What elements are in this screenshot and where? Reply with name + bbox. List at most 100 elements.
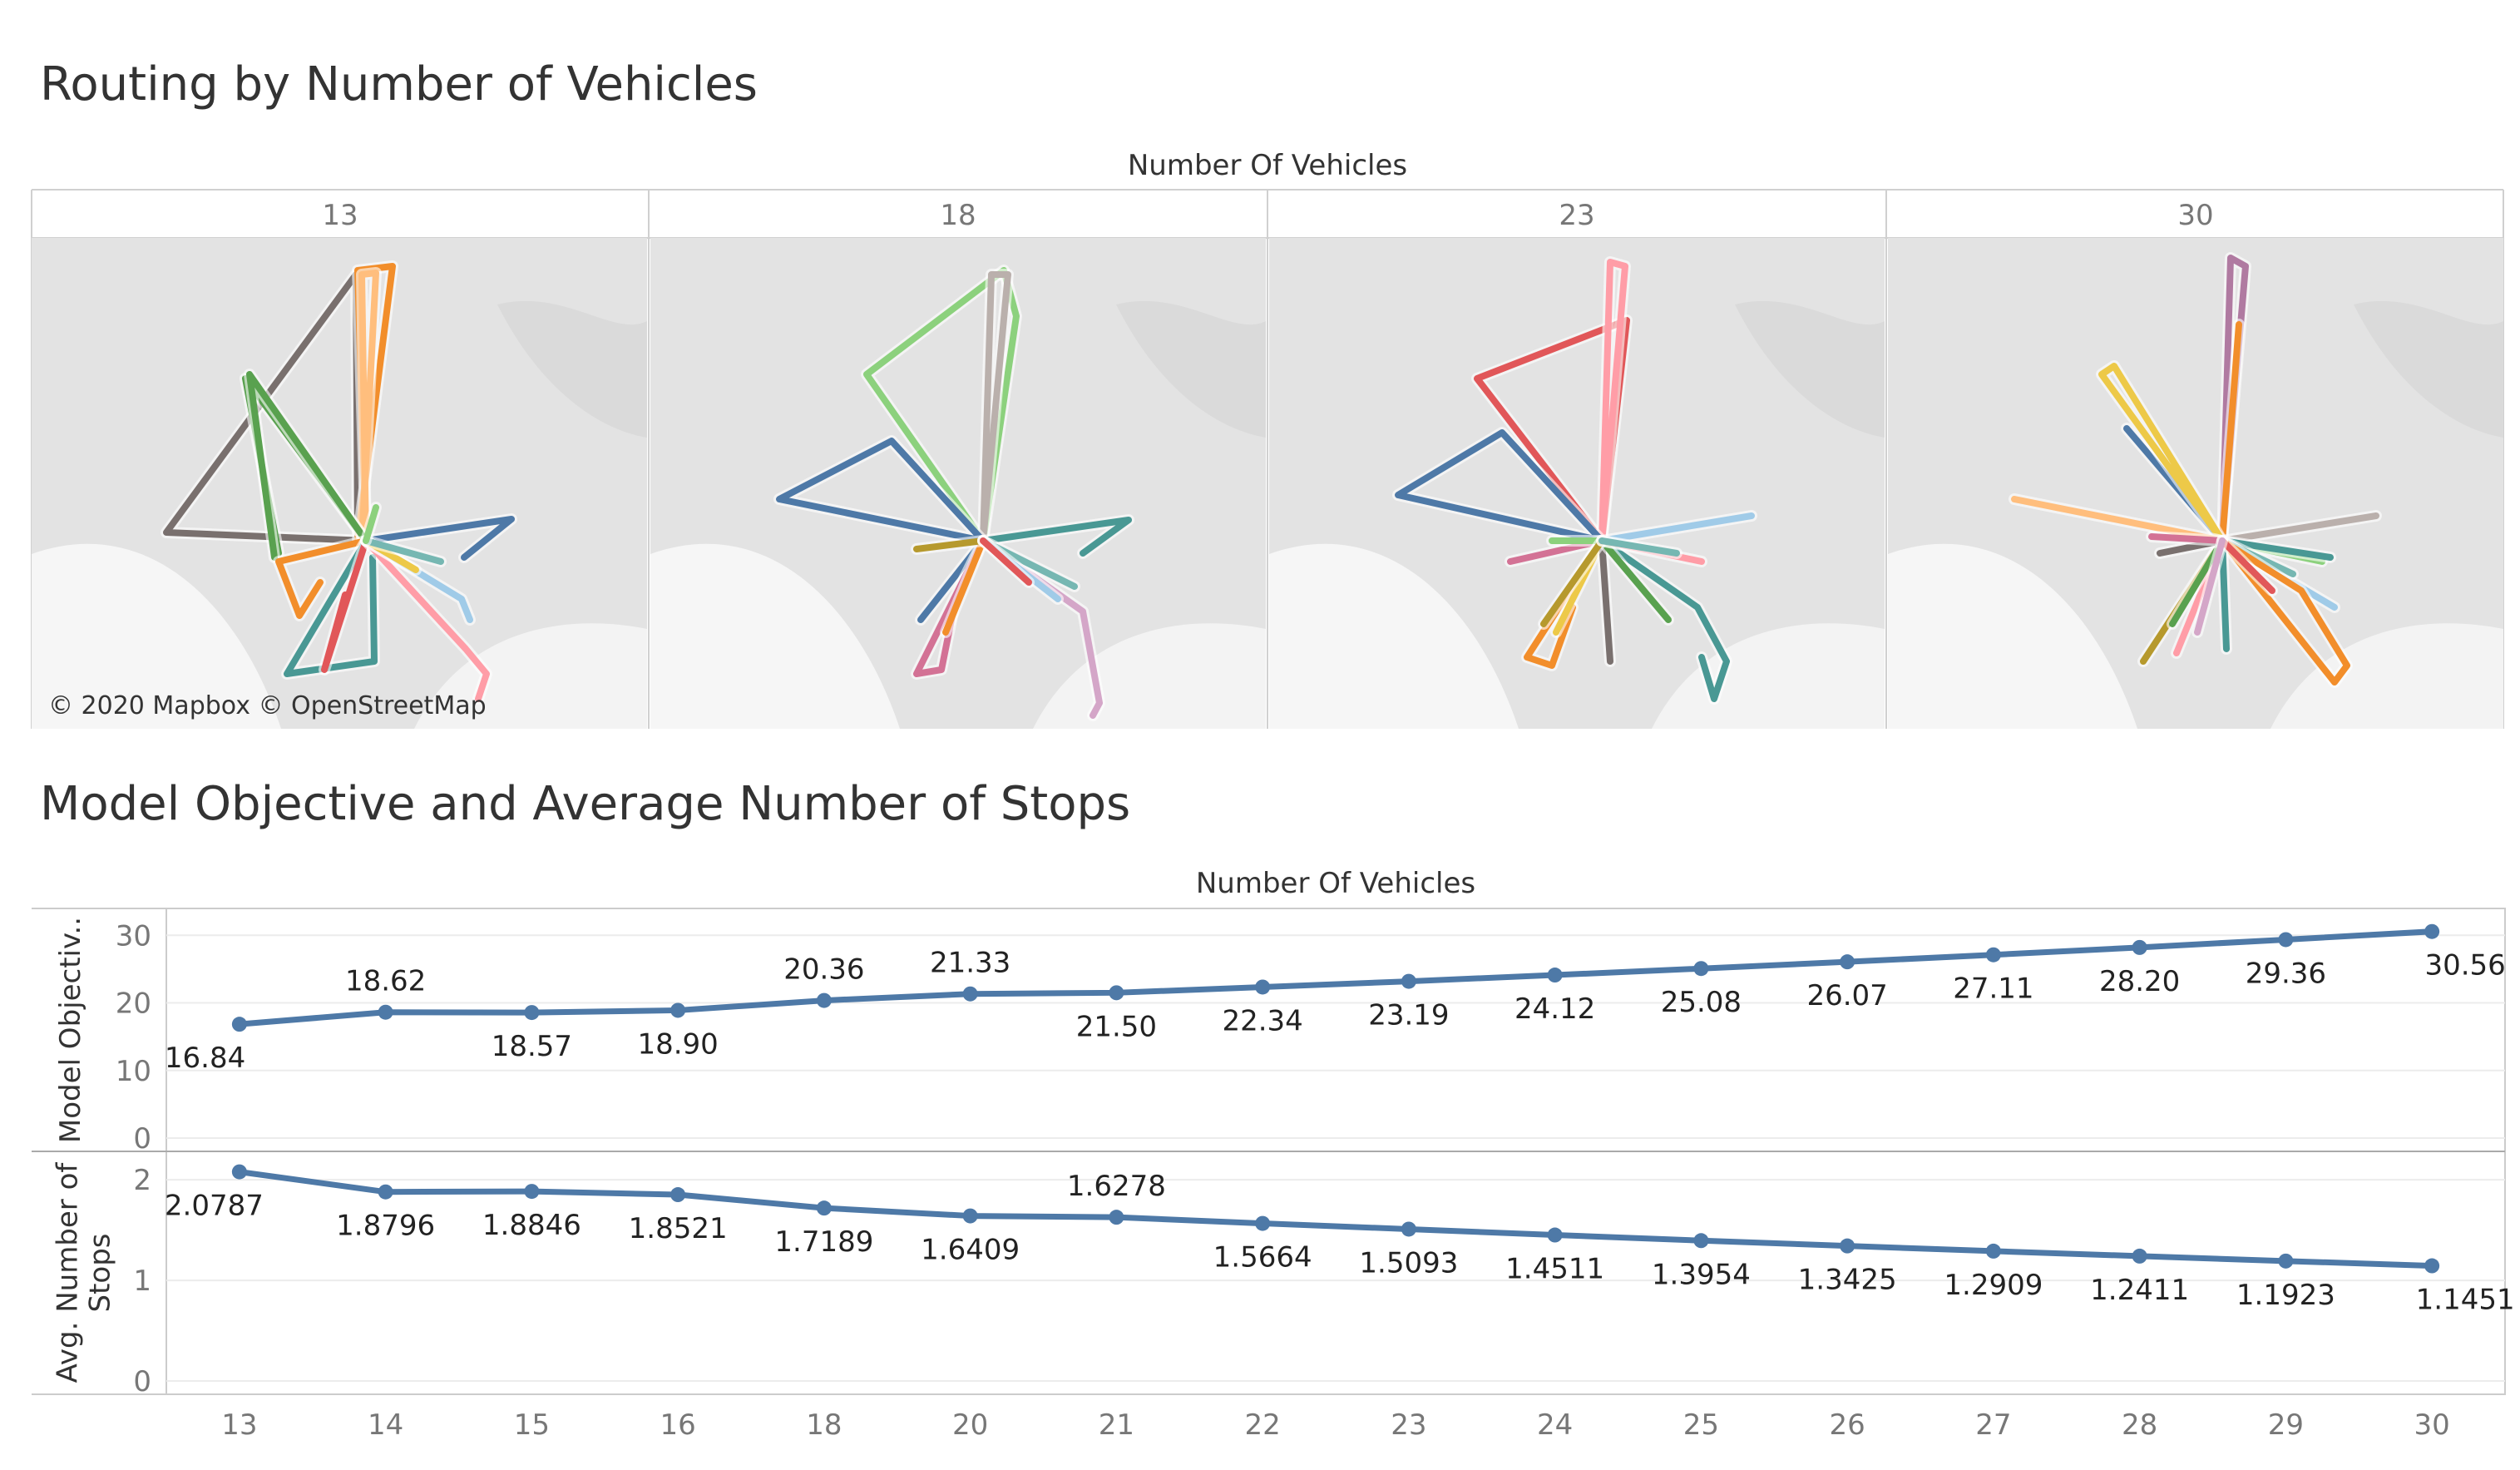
data-point[interactable] <box>816 992 832 1008</box>
data-point[interactable] <box>2424 1258 2440 1274</box>
data-point[interactable] <box>378 1184 393 1200</box>
data-point[interactable] <box>524 1184 540 1200</box>
vehicle-route <box>980 537 1032 586</box>
data-label: 28.20 <box>2099 965 2180 998</box>
objective-chart: Number Of Vehicles Model Objectiv.. Avg.… <box>32 867 2515 1442</box>
map-header: Number Of Vehicles <box>1128 149 1407 182</box>
vehicle-route <box>363 516 515 561</box>
data-point[interactable] <box>816 1200 832 1216</box>
data-label: 23.19 <box>1368 999 1449 1032</box>
data-label: 1.6278 <box>1067 1170 1166 1203</box>
data-point[interactable] <box>1255 979 1271 995</box>
data-label: 1.1451 <box>2416 1284 2515 1317</box>
data-label: 1.5093 <box>1359 1246 1458 1279</box>
y-axis-label-objective: Model Objectiv.. <box>54 917 87 1143</box>
vehicle-route <box>980 517 1132 557</box>
data-point[interactable] <box>378 1004 393 1020</box>
x-tick-label: 21 <box>1099 1408 1134 1442</box>
vehicle-route <box>1507 537 1605 565</box>
vehicle-route <box>358 270 379 544</box>
data-label: 24.12 <box>1514 992 1595 1026</box>
data-point[interactable] <box>2278 932 2294 948</box>
data-label: 1.3954 <box>1652 1258 1751 1291</box>
data-point[interactable] <box>1255 1215 1271 1231</box>
vehicle-route <box>275 537 369 619</box>
x-tick-label: 14 <box>368 1408 403 1442</box>
water-shape <box>1033 623 1266 729</box>
data-label: 1.6409 <box>921 1234 1020 1267</box>
data-label: 18.57 <box>492 1030 572 1063</box>
y-axis-label-stops-line1: Avg. Number of <box>52 1162 85 1383</box>
vehicle-route <box>1395 429 1605 544</box>
data-point[interactable] <box>231 1164 247 1180</box>
land-shade <box>1116 300 1266 438</box>
data-label: 27.11 <box>1953 973 2033 1006</box>
data-label: 1.2909 <box>1944 1269 2043 1302</box>
x-tick-label: 27 <box>1975 1408 2011 1442</box>
data-point[interactable] <box>1109 985 1124 1001</box>
x-tick-label: 29 <box>2268 1408 2304 1442</box>
water-shape <box>32 543 281 729</box>
data-point[interactable] <box>1109 1210 1124 1225</box>
data-point[interactable] <box>2278 1253 2294 1269</box>
routing-title: Routing by Number of Vehicles <box>40 57 758 111</box>
data-label: 1.2411 <box>2090 1274 2189 1307</box>
vehicle-route <box>2219 537 2230 652</box>
data-point[interactable] <box>1985 947 2001 963</box>
data-point[interactable] <box>1547 1227 1563 1243</box>
vehicle-route <box>2219 321 2242 544</box>
vehicle-route <box>1598 537 1680 557</box>
x-tick-label: 30 <box>2414 1408 2449 1442</box>
data-label: 1.4511 <box>1505 1253 1604 1286</box>
data-point[interactable] <box>670 1187 686 1203</box>
series-line <box>236 1169 2435 1270</box>
data-label: 21.33 <box>930 947 1010 980</box>
data-label: 1.8796 <box>336 1210 435 1243</box>
x-tick-label: 18 <box>806 1408 842 1442</box>
vehicle-route <box>1598 259 1628 544</box>
data-label: 18.90 <box>637 1027 718 1061</box>
data-point[interactable] <box>962 1208 978 1224</box>
data-label: 20.36 <box>783 953 864 987</box>
vehicle-route <box>2098 363 2226 544</box>
data-point[interactable] <box>2424 923 2440 939</box>
data-point[interactable] <box>1985 1243 2001 1259</box>
water-shape <box>1269 543 1519 729</box>
svg-text:Avg. Number ofStops: Avg. Number ofStops <box>52 1162 117 1383</box>
x-tick-label: 23 <box>1391 1408 1426 1442</box>
data-point[interactable] <box>1401 973 1416 989</box>
map-column-label-23: 23 <box>1559 199 1594 232</box>
vehicle-route <box>321 537 369 673</box>
data-label: 1.5664 <box>1213 1241 1312 1274</box>
data-point[interactable] <box>1547 968 1563 983</box>
vehicle-route <box>1598 512 1755 544</box>
map-column-label-13: 13 <box>322 199 358 232</box>
x-tick-label: 22 <box>1244 1408 1280 1442</box>
data-point[interactable] <box>670 1002 686 1018</box>
chart-header: Number Of Vehicles <box>1196 867 1475 900</box>
vehicle-route <box>1598 537 1672 623</box>
y-tick-label: 0 <box>133 1365 151 1398</box>
data-point[interactable] <box>1693 1233 1709 1249</box>
data-point[interactable] <box>962 986 978 1002</box>
vehicle-route <box>917 537 986 623</box>
data-label: 1.3425 <box>1798 1264 1897 1297</box>
vehicle-route <box>2148 533 2226 544</box>
data-point[interactable] <box>2132 939 2147 955</box>
data-point[interactable] <box>1840 954 1855 970</box>
water-shape <box>2270 623 2503 729</box>
data-label: 18.62 <box>345 965 426 998</box>
data-point[interactable] <box>524 1005 540 1021</box>
data-point[interactable] <box>1693 961 1709 977</box>
map-attribution: © 2020 Mapbox © OpenStreetMap <box>48 691 487 720</box>
y-tick-label: 10 <box>116 1055 151 1088</box>
data-point[interactable] <box>2132 1248 2147 1264</box>
data-label: 2.0787 <box>165 1190 264 1223</box>
y-tick-label: 1 <box>133 1265 151 1298</box>
data-point[interactable] <box>1401 1221 1416 1237</box>
route-map-18 <box>650 238 1266 729</box>
route-map-13 <box>32 238 647 729</box>
data-point[interactable] <box>231 1017 247 1032</box>
vehicle-route <box>2219 537 2350 686</box>
data-point[interactable] <box>1840 1238 1855 1254</box>
